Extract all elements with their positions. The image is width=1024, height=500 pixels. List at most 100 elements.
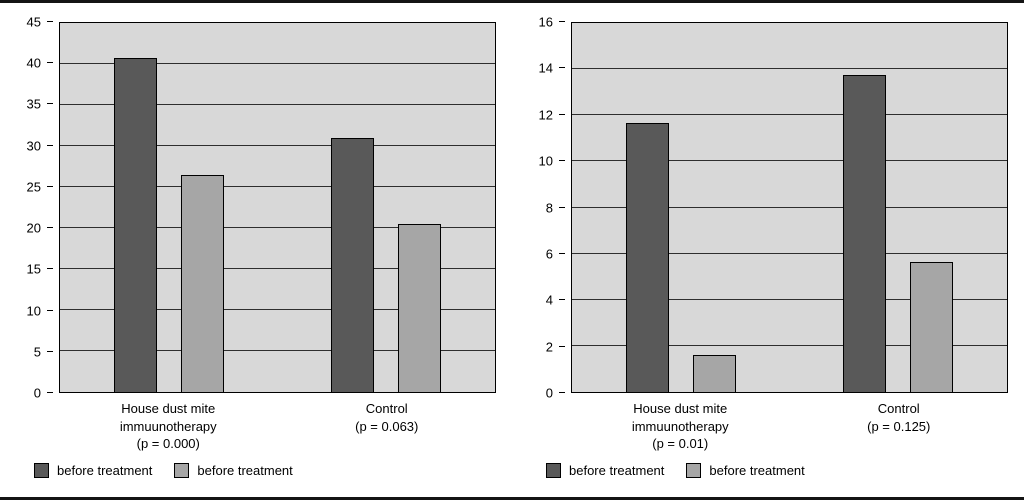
gridline xyxy=(572,68,1007,70)
category-label: House dust mite immuunotherapy (p = 0.000) xyxy=(59,400,278,453)
bar-series-light xyxy=(910,261,954,392)
legend-swatch xyxy=(686,463,702,478)
bar-chart-left: 0 5 10 15 20 25 30 35 40 45 House dust mite immuun… xyxy=(0,16,496,478)
bar-series-dark xyxy=(843,74,887,392)
category-label-line: House dust mite xyxy=(121,401,216,416)
gridline xyxy=(60,186,495,187)
y-tick-label: 20 xyxy=(26,220,41,236)
y-tick-label: 25 xyxy=(26,179,41,195)
y-tick-mark xyxy=(559,392,565,393)
bar-group xyxy=(790,23,1008,392)
category-label: House dust mite immuunotherapy (p = 0.01) xyxy=(571,400,790,453)
category-label-line: House dust mite xyxy=(633,401,728,416)
y-tick-mark xyxy=(47,144,53,146)
y-tick-label: 8 xyxy=(545,200,553,215)
bar-group xyxy=(278,23,496,392)
legend: before treatment before treatment xyxy=(34,463,293,478)
bar-group xyxy=(572,23,790,392)
y-axis: 0 2 4 6 8 10 12 14 16 xyxy=(512,16,566,400)
y-tick-label: 45 xyxy=(26,14,41,30)
gridline xyxy=(60,309,495,310)
x-axis-labels: House dust mite immuunotherapy (p = 0.000)… xyxy=(59,400,496,453)
legend-label: before treatment xyxy=(709,463,805,478)
y-tick-mark xyxy=(559,299,565,301)
bar-chart-right: 0 2 4 6 8 10 12 14 16 House dust mite immuunother… xyxy=(512,0,1024,500)
gridline xyxy=(60,63,495,64)
y-axis: 0 5 10 15 20 25 30 35 40 45 xyxy=(0,16,54,400)
category-label-line: immuunotherapy xyxy=(119,418,217,434)
y-tick-mark xyxy=(559,67,565,69)
y-tick-mark xyxy=(559,252,565,254)
legend-item: before treatment xyxy=(34,463,152,478)
y-tick-label: 4 xyxy=(545,292,553,308)
y-tick-label: 6 xyxy=(545,246,553,262)
y-tick-mark xyxy=(47,21,53,22)
gridline xyxy=(572,298,1007,300)
gridline xyxy=(572,252,1007,254)
category-label-line: Control xyxy=(365,401,408,416)
bar-series-light xyxy=(180,174,224,392)
y-tick-mark xyxy=(47,62,53,64)
scan-edge-top xyxy=(0,0,1024,3)
y-tick-mark xyxy=(559,345,565,347)
gridline xyxy=(60,268,495,269)
bar-series-dark xyxy=(113,58,157,392)
legend-item: before treatment xyxy=(174,463,293,478)
y-tick-mark xyxy=(559,21,565,22)
legend-label: before treatment xyxy=(569,463,665,478)
legend-label: before treatment xyxy=(197,463,293,478)
y-tick-mark xyxy=(47,392,53,393)
bar-group xyxy=(60,23,278,392)
y-tick-label: 2 xyxy=(545,339,553,355)
bar-series-light xyxy=(398,223,442,392)
legend-swatch xyxy=(546,463,561,478)
bar-series-dark xyxy=(331,137,375,392)
y-tick-mark xyxy=(559,206,565,208)
y-tick-label: 40 xyxy=(26,55,41,71)
legend-swatch xyxy=(174,463,190,478)
y-tick-mark xyxy=(47,350,53,352)
plot-area xyxy=(571,22,1008,393)
category-label-line: (p = 0.063) xyxy=(355,418,419,434)
y-tick-label: 35 xyxy=(26,96,41,112)
y-tick-mark xyxy=(559,160,565,162)
legend-item: before treatment xyxy=(686,463,805,478)
legend-swatch xyxy=(34,463,49,478)
y-tick-label: 0 xyxy=(545,385,553,401)
category-label: Control (p = 0.063) xyxy=(278,400,497,453)
scan-edge-bottom xyxy=(0,497,1024,500)
y-tick-label: 10 xyxy=(26,303,41,319)
y-tick-label: 0 xyxy=(33,385,41,401)
gridline xyxy=(60,145,495,146)
y-tick-mark xyxy=(47,185,53,187)
y-tick-label: 15 xyxy=(26,261,41,277)
category-label: Control (p = 0.125) xyxy=(790,400,1009,453)
y-tick-label: 30 xyxy=(26,138,41,154)
gridline xyxy=(60,104,495,105)
bar-series-light xyxy=(692,355,736,392)
y-tick-label: 10 xyxy=(538,153,553,169)
x-axis-labels: House dust mite immuunotherapy (p = 0.01) C… xyxy=(571,400,1008,453)
y-tick-label: 12 xyxy=(538,107,553,123)
y-tick-mark xyxy=(47,227,53,229)
category-label-line: (p = 0.000) xyxy=(136,436,200,452)
plot-area xyxy=(59,22,496,393)
gridline xyxy=(572,206,1007,208)
y-tick-mark xyxy=(559,113,565,115)
y-tick-mark xyxy=(47,309,53,311)
bar-series-dark xyxy=(625,123,669,392)
gridline xyxy=(572,114,1007,116)
gridline xyxy=(60,350,495,351)
gridline xyxy=(572,160,1007,162)
legend-item: before treatment xyxy=(546,463,664,478)
y-tick-label: 14 xyxy=(538,60,553,76)
category-label-line: immuunotherapy xyxy=(631,418,729,434)
y-tick-mark xyxy=(47,103,53,105)
category-label-line: Control xyxy=(877,401,920,416)
category-label-line: (p = 0.01) xyxy=(652,436,709,452)
gridline xyxy=(60,227,495,228)
y-tick-label: 16 xyxy=(538,14,553,30)
y-tick-label: 5 xyxy=(33,344,41,360)
y-tick-mark xyxy=(47,268,53,270)
